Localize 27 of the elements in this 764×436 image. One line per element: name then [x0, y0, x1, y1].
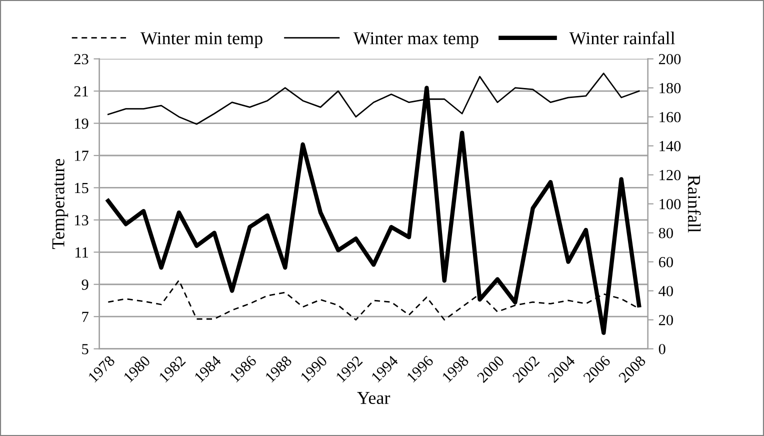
x-axis-title: Year — [357, 392, 390, 404]
y-tick-label: 9 — [82, 280, 88, 290]
y2-tick-label: 160 — [660, 112, 681, 122]
y-tick-label: 23 — [74, 54, 88, 64]
y2-tick-label: 200 — [658, 54, 681, 64]
y2-tick-label: 40 — [658, 286, 673, 296]
y-tick-label: 13 — [74, 215, 88, 226]
y2-tick-label: 180 — [660, 82, 681, 94]
y2-tick-label: 60 — [658, 256, 673, 268]
y2-axis-title: Rainfall — [688, 175, 701, 233]
y2-tick-label: 80 — [658, 228, 673, 238]
y-tick-label: 11 — [76, 247, 88, 258]
y-tick-label: 5 — [82, 344, 88, 354]
legend-label: Winter max temp — [353, 32, 478, 48]
y-axis-title: Temperature — [52, 158, 68, 249]
y2-tick-label: 100 — [660, 198, 681, 210]
y-tick-label: 15 — [74, 182, 88, 194]
legend-label: Winter min temp — [140, 32, 262, 48]
y-tick-label: 19 — [74, 118, 88, 129]
y2-tick-label: 0 — [658, 344, 666, 354]
y2-tick-label: 20 — [658, 314, 673, 326]
y2-tick-label: 120 — [660, 170, 681, 180]
y-tick-label: 21 — [74, 86, 88, 96]
y-tick-label: 17 — [74, 150, 88, 161]
y-tick-label: 7 — [82, 312, 88, 322]
y2-tick-label: 140 — [660, 140, 681, 152]
legend-label: Winter rainfall — [569, 31, 675, 44]
